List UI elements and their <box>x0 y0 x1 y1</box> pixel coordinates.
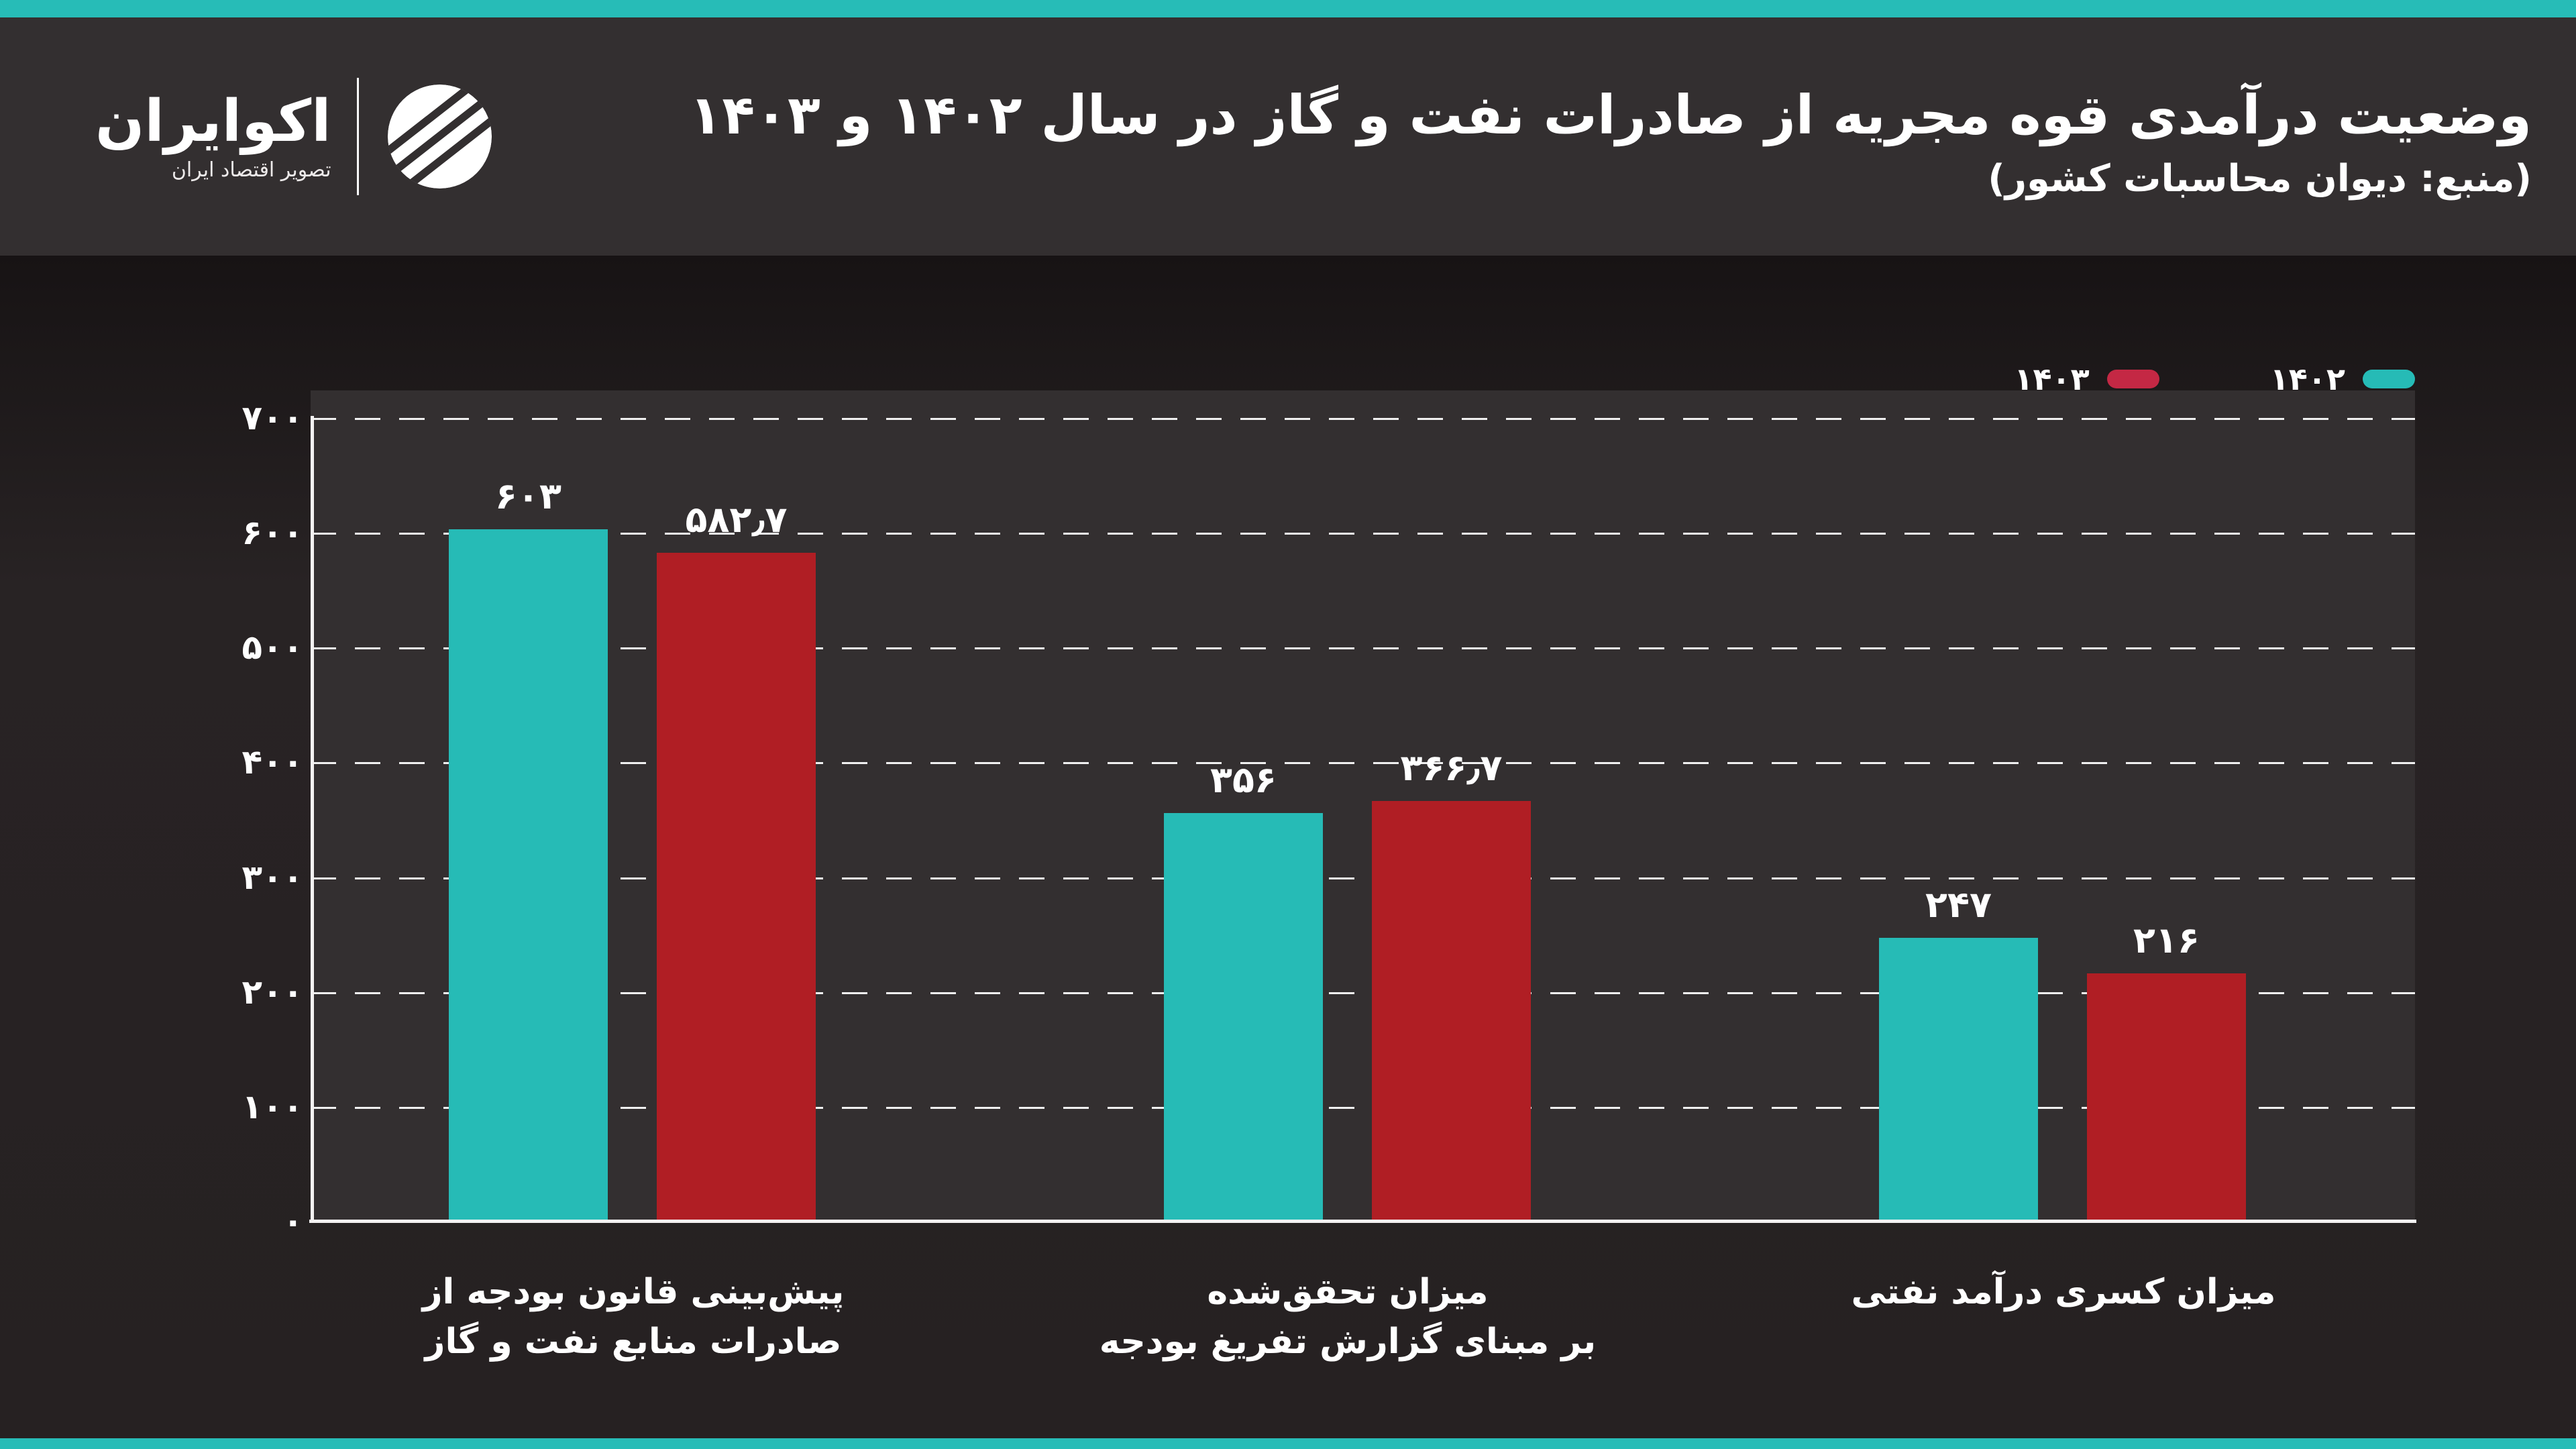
y-tick-label-700: ۷۰۰ <box>241 398 303 438</box>
bar-value-label: ۵۸۲٫۷ <box>685 498 788 541</box>
bottom-accent-stripe <box>0 1438 2576 1449</box>
brand-name: اکوایران <box>95 87 331 155</box>
bar-value-label: ۳۶۶٫۷ <box>1400 746 1503 789</box>
bar-1403-realized: ۳۶۶٫۷ <box>1372 747 1531 1222</box>
category-line: صادرات منابع نفت و گاز <box>425 1321 842 1362</box>
gridline-500 <box>311 647 2415 650</box>
top-accent-stripe <box>0 0 2576 17</box>
gridline-300 <box>311 877 2415 879</box>
title-block: وضعیت درآمدی قوه مجریه از صادرات نفت و گ… <box>690 82 2532 201</box>
y-tick-label-300: ۳۰۰ <box>241 857 303 897</box>
y-axis-line <box>311 416 314 1222</box>
y-tick-label-400: ۴۰۰ <box>241 743 303 782</box>
legend-swatch-1403 <box>2106 370 2159 388</box>
x-axis-line <box>309 1220 2416 1223</box>
gridline-700 <box>311 418 2415 421</box>
y-axis-labels: ۰ ۱۰۰ ۲۰۰ ۳۰۰ ۴۰۰ ۵۰۰ ۶۰۰ ۷۰۰ <box>0 390 303 1241</box>
legend-item-1402: ۱۴۰۲ <box>2270 361 2415 397</box>
header: اکوایران تصویر اقتصاد ایران وضعیت درآمدی… <box>0 17 2576 256</box>
y-tick-label-0: ۰ <box>282 1202 303 1241</box>
gridline-200 <box>311 991 2415 994</box>
legend-item-1403: ۱۴۰۳ <box>2014 361 2159 397</box>
gridline-600 <box>311 533 2415 535</box>
bar-1402-budget-forecast: ۶۰۳ <box>449 475 608 1222</box>
category-label-realized: میزان تحقق‌شده بر مبنای گزارش تفریغ بودج… <box>979 1268 1717 1367</box>
bar-value-label: ۲۱۶ <box>2133 919 2200 962</box>
gridline-100 <box>311 1106 2415 1109</box>
y-tick-label-100: ۱۰۰ <box>241 1087 303 1126</box>
chart-source: (منبع: دیوان محاسبات کشور) <box>1988 157 2532 201</box>
logo-divider <box>356 78 359 195</box>
brand-emblem-icon <box>387 84 492 189</box>
brand-tagline: تصویر اقتصاد ایران <box>171 158 331 182</box>
category-label-budget-forecast: پیش‌بینی قانون بودجه از صادرات منابع نفت… <box>264 1268 1002 1367</box>
legend-label-1402: ۱۴۰۲ <box>2269 361 2345 397</box>
bar-value-label: ۲۴۷ <box>1925 883 1992 926</box>
y-tick-label-600: ۶۰۰ <box>241 513 303 553</box>
legend-label-1403: ۱۴۰۳ <box>2014 361 2090 397</box>
y-tick-label-500: ۵۰۰ <box>241 628 303 667</box>
bar-value-label: ۶۰۳ <box>495 475 561 518</box>
bar-1403-oil-revenue-deficit: ۲۱۶ <box>2087 919 2246 1222</box>
y-tick-label-200: ۲۰۰ <box>241 972 303 1012</box>
category-line: بر مبنای گزارش تفریغ بودجه <box>1099 1321 1597 1362</box>
category-line: میزان کسری درآمد نفتی <box>1851 1272 2276 1312</box>
bar-1403-budget-forecast: ۵۸۲٫۷ <box>657 498 816 1222</box>
category-label-oil-revenue-deficit: میزان کسری درآمد نفتی <box>1695 1268 2432 1318</box>
gridline-400 <box>311 762 2415 765</box>
bar-1402-realized: ۳۵۶ <box>1164 759 1323 1222</box>
bar-1402-oil-revenue-deficit: ۲۴۷ <box>1879 883 2038 1222</box>
bar-value-label: ۳۵۶ <box>1210 758 1277 801</box>
plot-area: ۶۰۳ ۵۸۲٫۷ ۳۵۶ ۳۶۶٫۷ ۲۴۷ ۲۱۶ <box>309 390 2416 1223</box>
legend-swatch-1402 <box>2363 370 2415 388</box>
chart-region: ۱۴۰۲ ۱۴۰۳ ۶۰۳ ۵۸۲٫۷ ۳۵۶ ۳۶۶٫۷ ۲۴۷ <box>0 256 2576 1438</box>
category-line: میزان تحقق‌شده <box>1207 1272 1489 1312</box>
brand-logo-text: اکوایران تصویر اقتصاد ایران <box>95 91 331 182</box>
legend: ۱۴۰۲ ۱۴۰۳ <box>2014 361 2415 397</box>
chart-title: وضعیت درآمدی قوه مجریه از صادرات نفت و گ… <box>689 84 2532 146</box>
brand-logo: اکوایران تصویر اقتصاد ایران <box>95 78 495 195</box>
category-line: پیش‌بینی قانون بودجه از <box>422 1272 845 1312</box>
